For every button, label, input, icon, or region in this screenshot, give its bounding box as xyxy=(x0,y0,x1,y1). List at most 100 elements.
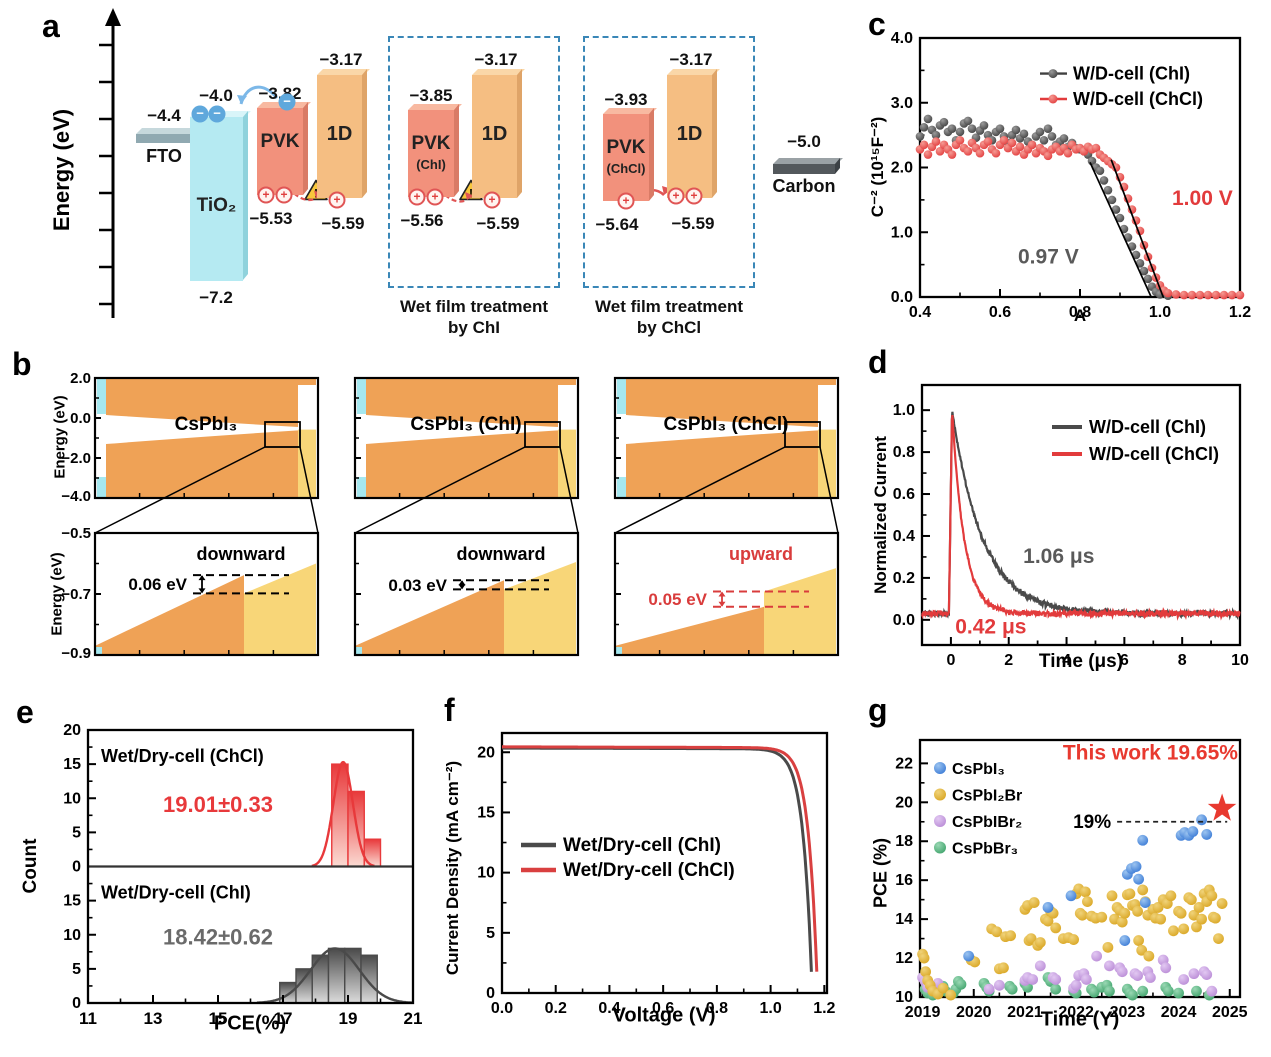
band-diagram-1: CsPbI₃ (ChI) 0.03 eV downward xyxy=(353,376,580,657)
band-inset: 0.03 eV downward xyxy=(353,531,580,657)
fto-slab xyxy=(136,127,200,143)
x-tick-label: 2025 xyxy=(1212,1004,1248,1021)
carbon-level: −5.0 xyxy=(787,132,821,151)
od-bottom-level: −5.59 xyxy=(671,214,715,234)
hist-stat: 18.42±0.62 xyxy=(163,925,273,950)
hole-icon: + xyxy=(685,187,703,205)
bar-label: 1D xyxy=(676,123,703,145)
x-tick-label: 1.2 xyxy=(1229,304,1251,321)
panel-g-pce-timeline-chart: 2019 2020 2021 2022 2023 2024 2025 10 12 14 16 18 20… xyxy=(860,690,1271,1057)
decay-curve-1 xyxy=(920,414,1241,621)
x-tick-label: 11 xyxy=(79,1009,97,1028)
tio2-bar: TiO₂ xyxy=(190,111,251,281)
panel-b-letter: b xyxy=(12,346,32,382)
legend-label: CsPbI₃ xyxy=(952,761,1005,778)
panel-d-xlabel: Time (μs) xyxy=(1038,651,1124,672)
od-top-level: −3.17 xyxy=(474,50,518,69)
zoom-rect xyxy=(524,421,561,448)
band-inset: 0.05 eV upward xyxy=(613,531,840,657)
y-tick-label: 18 xyxy=(895,833,913,850)
pvk-top-level: −3.85 xyxy=(409,85,453,105)
mott-schottky-plot: 0.4 0.6 0.8 1.0 1.2 0.0 1.0 2.0 3.0 4.0 0.97 V 1.00… xyxy=(891,30,1251,321)
panel-f-xlabel: Voltage (V) xyxy=(612,1004,716,1027)
tio2-bottom-level: −7.2 xyxy=(199,288,233,307)
axes: 0.4 0.6 0.8 1.0 1.2 0.0 1.0 2.0 3.0 4.0 xyxy=(891,30,1251,321)
panel-e-pce-histogram: 0 5 10 15 20 Wet/Dry-cell (ChCl) 19.01±0.33 0 5 1… xyxy=(0,690,430,1057)
x-tick-label: 0.8 xyxy=(1069,304,1091,321)
series-CsPbIBr₂ xyxy=(917,950,1218,997)
y-tick-label: −0.9 xyxy=(61,645,91,662)
legend-label: Wet/Dry-cell (ChI) xyxy=(563,835,721,856)
panel-b-band-diagram-cspbi3: 2.0 0.0 −2.0 −4.0 CsPbI₃ 0.06 eV downward −0.5 −… xyxy=(45,370,320,670)
legend-label: W/D-cell (ChI) xyxy=(1073,64,1190,84)
y-tick-label: 0.4 xyxy=(893,528,915,545)
fto-name: FTO xyxy=(146,146,182,166)
y-tick-label: 2.0 xyxy=(891,160,913,177)
pvk-bar: PVK xyxy=(257,102,311,196)
x-tick-label: 0.6 xyxy=(652,1000,674,1017)
series-1 xyxy=(915,136,1245,300)
x-tick-label: 15 xyxy=(209,1009,228,1028)
transient-current-plot: 0 2 4 6 8 10 0.0 0.2 0.4 0.6 0.8 1.0 1.06 μs 0.42 μs W… xyxy=(893,383,1249,669)
treatment-caption: Wet film treatment xyxy=(400,297,548,316)
x-tick-label: 0 xyxy=(946,652,955,669)
y-tick-label: 0.0 xyxy=(893,612,915,629)
x-tick-label: 10 xyxy=(1231,652,1249,669)
offset-label: 0.05 eV xyxy=(648,590,707,609)
pvk-bar: PVK (ChI) xyxy=(408,103,462,197)
y-tick-label: 2.0 xyxy=(70,370,91,387)
panel-b-band-diagram-chi: CsPbI₃ (ChI) 0.03 eV downward xyxy=(305,370,580,670)
band-title: CsPbI₃ (ChI) xyxy=(410,414,521,435)
decay-curve-0 xyxy=(920,411,1241,621)
hole-icon: + xyxy=(617,192,635,210)
y-tick-label: 15 xyxy=(63,893,81,910)
y-tick-label: 0.0 xyxy=(70,410,91,427)
y-tick-label: 0 xyxy=(72,859,81,876)
treatment-caption: by ChCl xyxy=(636,318,702,337)
hist-sub-1: 0 5 10 15 Wet/Dry-cell (ChI) 18.42±0.62 xyxy=(63,883,414,1012)
panel-e-letter: e xyxy=(16,694,34,730)
legend-label: CsPbBr₃ xyxy=(952,841,1018,858)
y-tick-label: 5 xyxy=(72,824,81,841)
y-tick-label: 5 xyxy=(486,925,495,942)
band-top xyxy=(353,376,580,500)
hist-title: Wet/Dry-cell (ChCl) xyxy=(101,746,264,766)
x-tick-label: 8 xyxy=(1178,652,1187,669)
panel-f-jv-chart: 0.0 0.2 0.4 0.6 0.8 1.0 1.2 0 5 10 15 20 Wet/Dry-cel… xyxy=(430,690,860,1057)
y-tick-label: −0.7 xyxy=(61,586,91,603)
y-tick-label: 0.0 xyxy=(891,289,913,306)
threshold-label: 19% xyxy=(1073,812,1111,833)
band-diagram-2: CsPbI₃ (ChCl) 0.05 eV upward xyxy=(613,376,840,657)
band-top xyxy=(93,376,320,500)
y-tick-label: 16 xyxy=(895,872,913,889)
band-inset: 0.06 eV downward xyxy=(93,531,320,657)
electron-icon: − xyxy=(278,93,296,111)
x-tick-label: 0.6 xyxy=(989,304,1011,321)
fto-level: −4.4 xyxy=(147,106,181,125)
y-tick-label: 15 xyxy=(477,804,495,821)
panel-d-letter: d xyxy=(868,344,888,380)
panel-c-xlabel: A xyxy=(1073,306,1087,325)
y-tick-label: 20 xyxy=(63,722,81,739)
treatment-caption: by ChI xyxy=(448,318,500,337)
annotation: 0.97 V xyxy=(1018,245,1079,268)
y-tick-label: 4.0 xyxy=(891,30,913,47)
x-tick-label: 2023 xyxy=(1110,1004,1146,1021)
panel-a-letter: a xyxy=(42,8,60,44)
one-d-bar-side-face xyxy=(517,69,522,199)
x-tick-label: 2021 xyxy=(1007,1004,1043,1021)
legend-label: CsPbI₂Br xyxy=(952,788,1022,805)
bar-label: PVK xyxy=(606,136,646,158)
y-tick-label: 20 xyxy=(477,744,495,761)
y-tick-label: 0.8 xyxy=(893,444,915,461)
legend-label: W/D-cell (ChI) xyxy=(1089,417,1206,437)
series-CsPbI₃ xyxy=(963,814,1213,962)
y-tick-label: 0 xyxy=(72,995,81,1012)
y-tick-label: 10 xyxy=(63,790,81,807)
x-tick-label: 6 xyxy=(1120,652,1129,669)
y-tick-label: −2.0 xyxy=(61,450,91,467)
panel-g-xlabel: Time (Y) xyxy=(1040,1008,1120,1031)
hist-sub-0: 0 5 10 15 20 Wet/Dry-cell (ChCl) 19.01±0.33 xyxy=(63,722,382,876)
band-diagram-0: 2.0 0.0 −2.0 −4.0 CsPbI₃ 0.06 eV downward −0.5 −… xyxy=(61,370,320,662)
bar-label: PVK xyxy=(411,132,451,154)
